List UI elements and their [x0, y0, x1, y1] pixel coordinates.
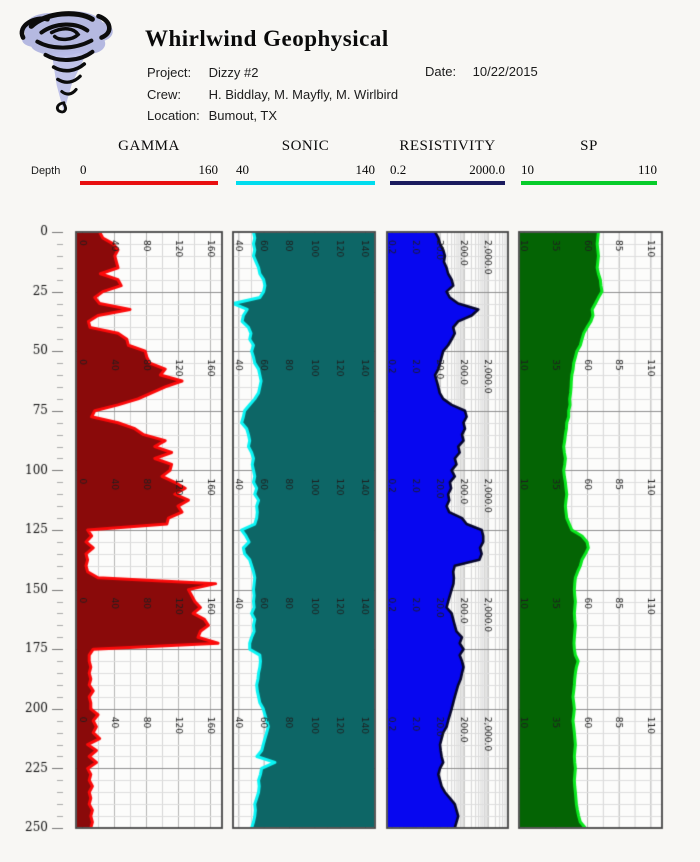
track-scale-min: 0 — [80, 162, 87, 177]
company-title: Whirlwind Geophysical — [145, 26, 389, 51]
track-scale-min: 10 — [521, 162, 534, 177]
track-title: GAMMA — [118, 138, 180, 154]
track-color-bar — [390, 181, 505, 185]
track-scale-max: 2000.0 — [469, 162, 505, 177]
location-row: Location: Bumout, TX — [147, 107, 398, 129]
track-title: SP — [580, 138, 598, 154]
project-row: Project: Dizzy #2 — [147, 64, 398, 86]
track-scale-range: 10 110 — [521, 162, 657, 178]
track-header-resistivity: RESISTIVITY 0.2 2000.0 — [390, 138, 505, 185]
track-header-sonic: SONIC 40 140 — [236, 138, 375, 185]
location-label: Location: — [147, 108, 200, 123]
track-scale-min: 40 — [236, 162, 249, 177]
track-color-bar — [236, 181, 375, 185]
crew-row: Crew: H. Biddlay, M. Mayfly, M. Wirlbird — [147, 86, 398, 108]
project-label: Project: — [147, 65, 192, 80]
tornado-logo — [8, 6, 136, 118]
track-title: SONIC — [281, 138, 330, 154]
crew-value: H. Biddlay, M. Mayfly, M. Wirlbird — [208, 86, 399, 102]
track-scale-min: 0.2 — [390, 162, 407, 177]
track-scale-range: 40 140 — [236, 162, 375, 178]
project-value: Dizzy #2 — [208, 65, 259, 80]
track-scale-max: 110 — [637, 162, 657, 177]
track-header-gamma: GAMMA 0 160 — [80, 138, 218, 185]
date-label: Date: — [425, 64, 457, 79]
track-scale-max: 140 — [355, 162, 376, 177]
date-row: Date: 10/22/2015 — [425, 64, 538, 79]
track-header-sp: SP 10 110 — [521, 138, 657, 185]
location-value: Bumout, TX — [208, 108, 278, 123]
survey-info: Project: Dizzy #2 Crew: H. Biddlay, M. M… — [147, 64, 398, 129]
tornado-icon — [19, 11, 113, 114]
track-color-bar — [80, 181, 218, 185]
track-title: RESISTIVITY — [399, 138, 496, 154]
track-scale-max: 160 — [198, 162, 219, 177]
track-scale-range: 0.2 2000.0 — [390, 162, 505, 178]
depth-axis-label: Depth — [31, 165, 61, 177]
date-value: 10/22/2015 — [472, 64, 538, 79]
crew-label: Crew: — [147, 86, 181, 102]
track-color-bar — [521, 181, 657, 185]
track-scale-range: 0 160 — [80, 162, 218, 178]
